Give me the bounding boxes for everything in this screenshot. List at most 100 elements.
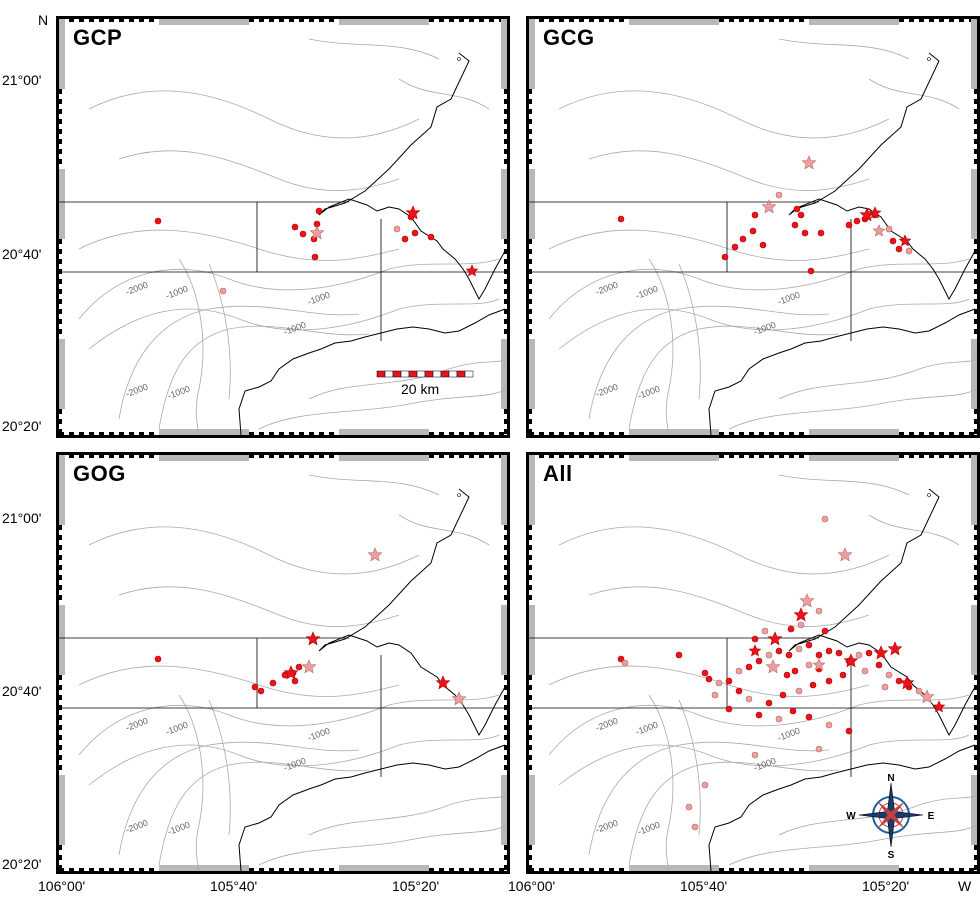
sample-star bbox=[767, 631, 783, 646]
frame-tick bbox=[959, 19, 964, 22]
frame-tick bbox=[779, 455, 784, 458]
frame-tick bbox=[529, 149, 532, 154]
depth-contour bbox=[158, 325, 370, 430]
frame-tick bbox=[974, 119, 977, 124]
sample-star bbox=[761, 199, 777, 214]
sample-star bbox=[898, 234, 912, 247]
frame-band bbox=[339, 19, 429, 25]
frame-tick bbox=[139, 19, 144, 22]
x-tick-106-right: 106°00' bbox=[508, 878, 556, 894]
frame-tick bbox=[529, 555, 532, 560]
frame-tick bbox=[899, 455, 904, 458]
frame-tick bbox=[609, 455, 614, 458]
frame-tick bbox=[559, 455, 564, 458]
scale-bar-segment bbox=[408, 370, 418, 378]
frame-tick bbox=[974, 409, 977, 414]
frame-band bbox=[501, 775, 507, 845]
frame-tick bbox=[504, 289, 507, 294]
frame-tick bbox=[529, 745, 532, 750]
contour-label: -1000 bbox=[282, 756, 307, 773]
frame-tick bbox=[529, 329, 532, 334]
sample-point bbox=[761, 627, 769, 635]
sample-star bbox=[367, 547, 383, 562]
frame-tick bbox=[559, 868, 564, 871]
frame-tick bbox=[504, 429, 507, 434]
frame-tick bbox=[79, 868, 84, 871]
frame-tick bbox=[59, 249, 62, 254]
sample-point bbox=[257, 687, 265, 695]
frame-tick bbox=[119, 868, 124, 871]
frame-tick bbox=[609, 868, 614, 871]
frame-tick bbox=[609, 432, 614, 435]
frame-tick bbox=[799, 432, 804, 435]
contour-label: -2000 bbox=[124, 280, 149, 297]
frame-tick bbox=[59, 279, 62, 284]
frame-tick bbox=[974, 299, 977, 304]
frame-tick bbox=[779, 19, 784, 22]
sample-point bbox=[735, 667, 743, 675]
frame-tick bbox=[769, 19, 774, 22]
frame-tick bbox=[109, 432, 114, 435]
frame-tick bbox=[529, 259, 532, 264]
frame-tick bbox=[279, 868, 284, 871]
frame-tick bbox=[504, 419, 507, 424]
scale-bar-label: 20 km bbox=[401, 381, 440, 397]
frame-band bbox=[971, 19, 977, 89]
panel-title-gcg: GCG bbox=[543, 25, 595, 50]
contour-label: -1000 bbox=[752, 756, 777, 773]
frame-tick bbox=[529, 715, 532, 720]
frame-tick bbox=[504, 159, 507, 164]
frame-tick bbox=[149, 432, 154, 435]
frame-tick bbox=[959, 868, 964, 871]
contour-label: -1000 bbox=[164, 284, 189, 301]
scale-bar-segment bbox=[456, 370, 466, 378]
frame-tick bbox=[529, 765, 532, 770]
depth-contour bbox=[778, 474, 910, 496]
frame-tick bbox=[459, 868, 464, 871]
sample-point bbox=[787, 625, 795, 633]
frame-band bbox=[159, 865, 249, 871]
frame-tick bbox=[279, 432, 284, 435]
frame-tick bbox=[129, 455, 134, 458]
sample-point bbox=[805, 713, 813, 721]
frame-tick bbox=[759, 432, 764, 435]
frame-tick bbox=[59, 745, 62, 750]
frame-tick bbox=[729, 432, 734, 435]
frame-tick bbox=[589, 868, 594, 871]
frame-tick bbox=[79, 19, 84, 22]
frame-tick bbox=[99, 868, 104, 871]
frame-tick bbox=[59, 535, 62, 540]
sample-point bbox=[785, 651, 793, 659]
frame-tick bbox=[969, 868, 974, 871]
frame-tick bbox=[479, 432, 484, 435]
sample-point bbox=[801, 229, 809, 237]
frame-tick bbox=[59, 595, 62, 600]
sample-point bbox=[821, 627, 829, 635]
island bbox=[927, 493, 931, 497]
sample-point bbox=[745, 695, 753, 703]
map-gcp-svg: -2000 -1000 -1000-1000-2000 -1000 bbox=[59, 19, 507, 435]
frame-tick bbox=[974, 89, 977, 94]
frame-tick bbox=[504, 279, 507, 284]
frame-tick bbox=[929, 432, 934, 435]
frame-band bbox=[971, 455, 977, 525]
frame-tick bbox=[59, 765, 62, 770]
sample-point bbox=[315, 207, 323, 215]
sample-point bbox=[691, 823, 699, 831]
frame-tick bbox=[769, 432, 774, 435]
frame-tick bbox=[439, 455, 444, 458]
frame-tick bbox=[504, 89, 507, 94]
sample-point bbox=[795, 687, 803, 695]
frame-tick bbox=[59, 299, 62, 304]
depth-contour bbox=[118, 741, 360, 856]
frame-tick bbox=[959, 432, 964, 435]
frame-band bbox=[629, 19, 719, 25]
frame-tick bbox=[489, 868, 494, 871]
depth-contour bbox=[728, 824, 977, 866]
coastline bbox=[788, 52, 976, 301]
frame-tick bbox=[329, 455, 334, 458]
depth-contour bbox=[208, 263, 231, 400]
sample-star bbox=[868, 206, 882, 219]
frame-tick bbox=[529, 685, 532, 690]
depth-contour bbox=[158, 761, 370, 866]
